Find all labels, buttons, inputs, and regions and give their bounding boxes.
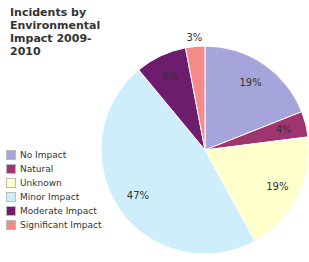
svg-text:3%: 3% — [186, 32, 202, 43]
html-text:Minor Impact: Minor Impact — [20, 192, 80, 202]
html-text:Incidents by Environmental Imp: Incidents by Environmental Impact 2009-2… — [10, 6, 101, 58]
svg-text:47%: 47% — [127, 190, 149, 201]
html-text:Moderate Impact: Moderate Impact — [20, 206, 97, 216]
html-text:Unknown: Unknown — [20, 178, 62, 188]
svg-text:8%: 8% — [163, 71, 179, 82]
svg-text:19%: 19% — [266, 181, 288, 192]
html-text:No Impact: No Impact — [20, 150, 67, 160]
svg-text:4%: 4% — [276, 124, 292, 135]
html-text:Natural: Natural — [20, 164, 54, 174]
svg-text:19%: 19% — [239, 77, 261, 88]
html-text:Significant Impact: Significant Impact — [20, 220, 102, 230]
